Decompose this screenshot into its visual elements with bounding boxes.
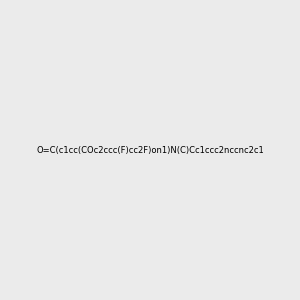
Text: O=C(c1cc(COc2ccc(F)cc2F)on1)N(C)Cc1ccc2nccnc2c1: O=C(c1cc(COc2ccc(F)cc2F)on1)N(C)Cc1ccc2n… xyxy=(36,146,264,154)
